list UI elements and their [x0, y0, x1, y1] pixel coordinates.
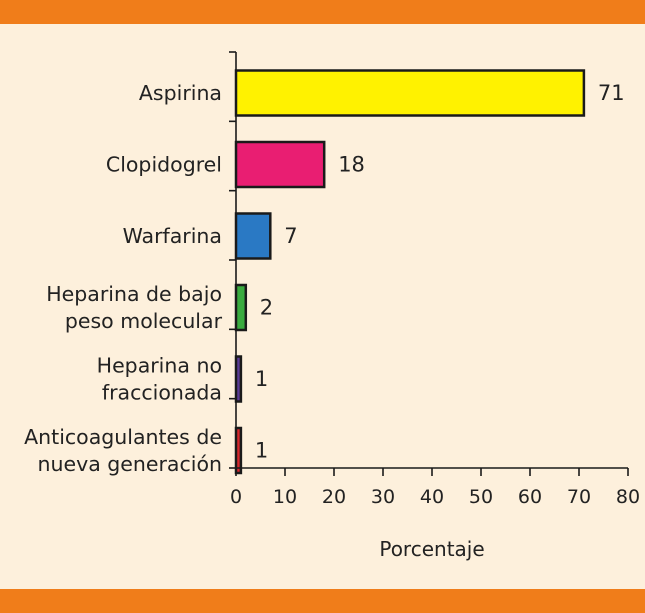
value-label-0: 71	[598, 81, 625, 105]
category-label-1: Clopidogrel	[106, 153, 222, 177]
value-label-1: 18	[338, 153, 365, 177]
category-label-line: Heparina no	[97, 354, 222, 378]
x-tick-label-1: 10	[273, 486, 297, 508]
value-label-4: 1	[255, 367, 268, 391]
category-label-3: Heparina de bajo peso molecular	[46, 282, 222, 333]
x-tick-label-6: 60	[518, 486, 542, 508]
x-tick-label-0: 0	[230, 486, 242, 508]
category-label-line: Heparina de bajo	[46, 282, 222, 306]
category-label-line: Warfarina	[123, 224, 222, 248]
top-band	[0, 0, 645, 24]
category-label-line: fraccionada	[102, 381, 222, 405]
bar-3	[234, 283, 248, 332]
category-label-line: Clopidogrel	[106, 153, 222, 177]
category-label-line: nueva generación	[37, 452, 222, 476]
category-label-line: Aspirina	[139, 81, 222, 105]
bar-0	[234, 69, 586, 117]
category-label-line: peso molecular	[65, 309, 223, 333]
value-label-3: 2	[260, 296, 273, 320]
category-label-line: Anticoagulantes de	[24, 425, 222, 449]
value-label-2: 7	[284, 224, 297, 248]
bars-group: 71 Aspirina 18 Clopidogrel 7 Warfarina 2 Hepari…	[24, 69, 625, 476]
bottom-band	[0, 589, 645, 613]
value-label-5: 1	[255, 439, 268, 463]
category-label-2: Warfarina	[123, 224, 222, 248]
bar-1	[234, 140, 326, 189]
x-axis-title: Porcentaje	[379, 537, 484, 561]
category-label-5: Anticoagulantes de nueva generación	[24, 425, 222, 476]
x-tick-label-5: 50	[469, 486, 493, 508]
bar-2	[234, 212, 272, 260]
x-tick-label-4: 40	[420, 486, 444, 508]
category-label-0: Aspirina	[139, 81, 222, 105]
x-tick-label-2: 20	[322, 486, 346, 508]
x-tick-label-7: 70	[567, 486, 591, 508]
x-tick-label-3: 30	[371, 486, 395, 508]
category-label-4: Heparina no fraccionada	[97, 354, 222, 405]
x-tick-label-8: 80	[616, 486, 640, 508]
axes-group: 0 10 20 30 40 50 60 70 80	[229, 51, 640, 508]
